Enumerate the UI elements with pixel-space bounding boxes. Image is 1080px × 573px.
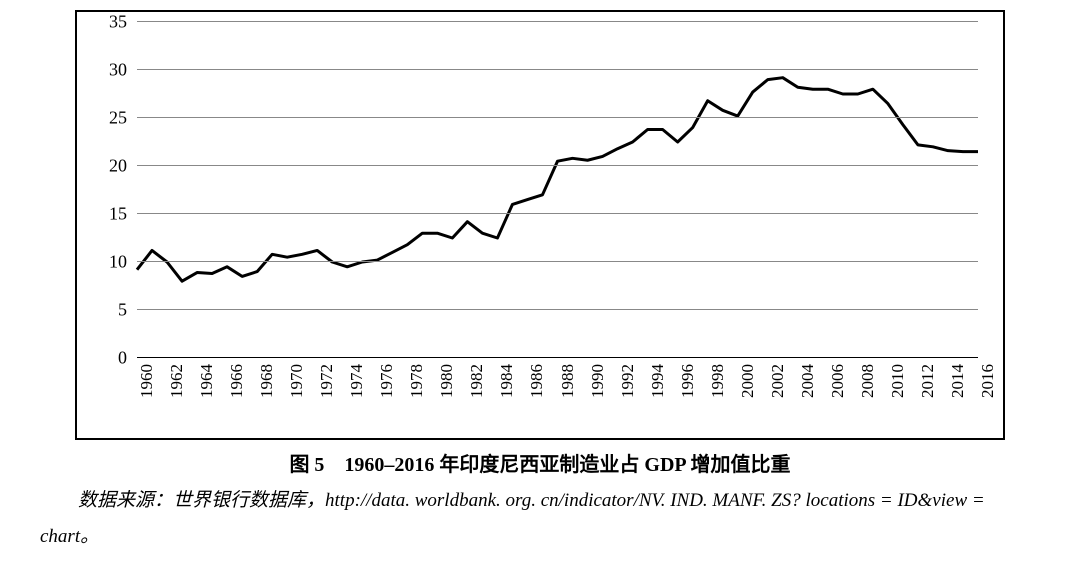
- y-tick-label: 20: [109, 156, 137, 177]
- y-tick-label: 35: [109, 12, 137, 33]
- x-tick-label: 2016: [978, 364, 998, 398]
- gridline: [137, 357, 978, 358]
- x-tick-label: 1982: [467, 364, 487, 398]
- x-tick-label: 1966: [227, 364, 247, 398]
- x-tick-label: 1968: [257, 364, 277, 398]
- x-tick-label: 1974: [347, 364, 367, 398]
- x-tick-label: 1978: [407, 364, 427, 398]
- x-tick-label: 1960: [137, 364, 157, 398]
- gridline: [137, 69, 978, 70]
- source-prefix: 数据来源：世界银行数据库，: [78, 490, 325, 511]
- data-line: [137, 78, 978, 282]
- x-tick-label: 2010: [888, 364, 908, 398]
- x-tick-label: 1998: [708, 364, 728, 398]
- x-tick-label: 1980: [437, 364, 457, 398]
- x-tick-label: 1972: [317, 364, 337, 398]
- gridline: [137, 309, 978, 310]
- x-tick-label: 1996: [678, 364, 698, 398]
- gridline: [137, 165, 978, 166]
- x-tick-label: 2006: [828, 364, 848, 398]
- x-tick-label: 2012: [918, 364, 938, 398]
- x-tick-label: 1988: [558, 364, 578, 398]
- y-tick-label: 30: [109, 60, 137, 81]
- gridline: [137, 213, 978, 214]
- plot-area: 0510152025303519601962196419661968197019…: [137, 22, 978, 358]
- x-tick-label: 2002: [768, 364, 788, 398]
- figure-caption: 图 5 1960–2016 年印度尼西亚制造业占 GDP 增加值比重: [40, 448, 1040, 477]
- x-tick-label: 1962: [167, 364, 187, 398]
- chart-frame: 0 5 10 15 20 25 30 35 1960 1962 1964 1966 1968 1970 19…: [75, 10, 1005, 440]
- x-tick-label: 1976: [377, 364, 397, 398]
- x-tick-label: 1992: [618, 364, 638, 398]
- x-tick-label: 2014: [948, 364, 968, 398]
- gridline: [137, 21, 978, 22]
- x-tick-label: 1990: [588, 364, 608, 398]
- x-tick-label: 1970: [287, 364, 307, 398]
- x-tick-label: 2004: [798, 364, 818, 398]
- y-tick-label: 5: [118, 300, 137, 321]
- x-tick-label: 1986: [527, 364, 547, 398]
- x-tick-label: 2008: [858, 364, 878, 398]
- y-tick-label: 15: [109, 204, 137, 225]
- figure-source: 数据来源：世界银行数据库，http://data. worldbank. org…: [40, 483, 1040, 555]
- x-tick-label: 1964: [197, 364, 217, 398]
- source-suffix: 。: [80, 526, 99, 547]
- x-tick-label: 2000: [738, 364, 758, 398]
- line-series: [137, 22, 978, 358]
- y-tick-label: 25: [109, 108, 137, 129]
- x-tick-label: 1984: [497, 364, 517, 398]
- y-tick-label: 10: [109, 252, 137, 273]
- gridline: [137, 261, 978, 262]
- y-tick-label: 0: [118, 348, 137, 369]
- x-tick-label: 1994: [648, 364, 668, 398]
- gridline: [137, 117, 978, 118]
